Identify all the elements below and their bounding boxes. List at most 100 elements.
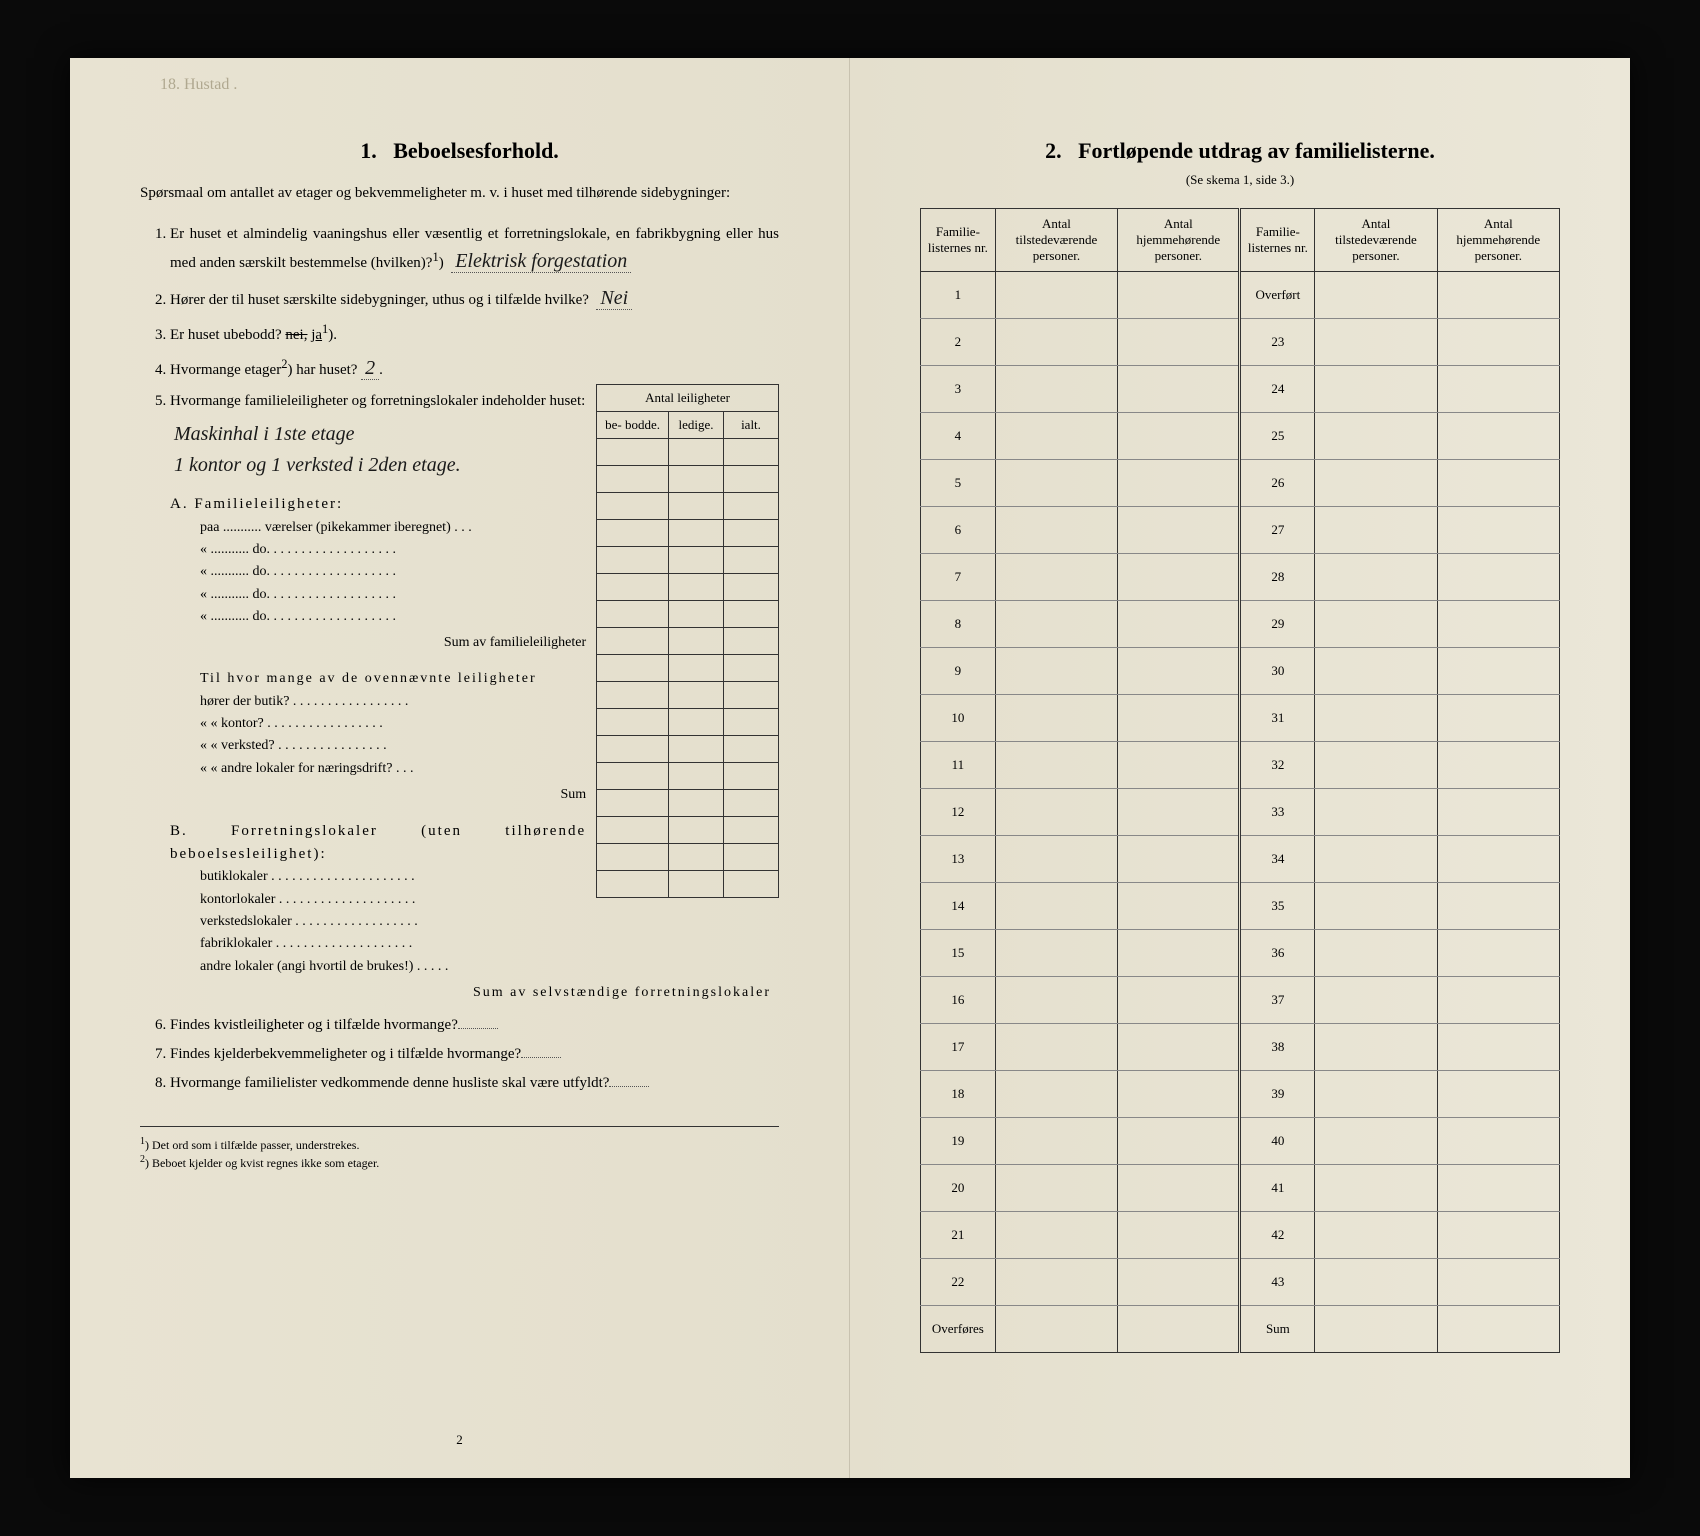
row-num-left: 19 — [921, 1118, 996, 1165]
row-present-right — [1315, 554, 1437, 601]
row-num-left: 16 — [921, 977, 996, 1024]
table-row: 2041 — [921, 1165, 1560, 1212]
q5-text: Hvormange familieleiligheter og forretni… — [170, 393, 585, 409]
row-num-right: 37 — [1240, 977, 1315, 1024]
row-present-right — [1315, 1212, 1437, 1259]
row-present-left — [995, 930, 1117, 977]
row-num-right: 27 — [1240, 507, 1315, 554]
table-row: 2142 — [921, 1212, 1560, 1259]
left-page-number: 2 — [70, 1432, 849, 1448]
table-row: 6 27 — [921, 507, 1560, 554]
row-present-left — [995, 789, 1117, 836]
q3-struck: nei, — [285, 327, 307, 343]
row-home-right — [1437, 1118, 1559, 1165]
row-num-left: 17 — [921, 1024, 996, 1071]
question-6: Findes kvistleiligheter og i tilfælde hv… — [170, 1014, 779, 1037]
row-present-right — [1315, 413, 1437, 460]
row-home-left — [1118, 1118, 1240, 1165]
section-heading: Beboelsesforhold. — [393, 138, 559, 163]
q8-field — [609, 1086, 649, 1087]
q3-underlined: ja — [311, 327, 322, 343]
row-present-right — [1315, 1071, 1437, 1118]
row-num-right: 23 — [1240, 319, 1315, 366]
table-row: 2243 — [921, 1259, 1560, 1306]
row-present-left — [995, 742, 1117, 789]
row-num-right: 33 — [1240, 789, 1315, 836]
row-home-left — [1118, 554, 1240, 601]
row-num-left: 5 — [921, 460, 996, 507]
row-num-left: 7 — [921, 554, 996, 601]
row-num-right: 26 — [1240, 460, 1315, 507]
row-home-left — [1118, 1165, 1240, 1212]
fh-5: Antal hjemmehørende personer. — [1437, 209, 1559, 272]
table-row: 1536 — [921, 930, 1560, 977]
row-present-right — [1315, 695, 1437, 742]
apt-col-1: ledige. — [669, 412, 724, 439]
row-home-left — [1118, 272, 1240, 319]
table-row: 1031 — [921, 695, 1560, 742]
row-num-left: 18 — [921, 1071, 996, 1118]
row-present-right — [1315, 319, 1437, 366]
row-home-right — [1437, 1212, 1559, 1259]
row-present-left — [995, 977, 1117, 1024]
row-present-right — [1315, 648, 1437, 695]
row-num-right: 42 — [1240, 1212, 1315, 1259]
table-row: 829 — [921, 601, 1560, 648]
row-num-right: Overført — [1240, 272, 1315, 319]
left-section-title: 1. Beboelsesforhold. — [140, 138, 779, 164]
row-num-left: 10 — [921, 695, 996, 742]
q2-answer: Nei — [596, 287, 632, 310]
row-present-left — [995, 1212, 1117, 1259]
row-present-left — [995, 413, 1117, 460]
row-home-right — [1437, 1165, 1559, 1212]
row-present-left — [995, 695, 1117, 742]
q1-sup: 1 — [432, 250, 438, 264]
fh-0: Familie- listernes nr. — [921, 209, 996, 272]
row-num-right: 41 — [1240, 1165, 1315, 1212]
table-row: 5 26 — [921, 460, 1560, 507]
question-5: Hvormange familieleiligheter og forretni… — [170, 390, 779, 1008]
row-home-left — [1118, 601, 1240, 648]
q6-text: Findes kvistleiligheter og i tilfælde hv… — [170, 1017, 458, 1033]
q8-text: Hvormange familielister vedkommende denn… — [170, 1075, 609, 1091]
row-home-left — [1118, 789, 1240, 836]
row-num-left: 20 — [921, 1165, 996, 1212]
question-8: Hvormange familielister vedkommende denn… — [170, 1072, 779, 1095]
question-4: Hvormange etager2) har huset? 2. — [170, 353, 779, 384]
row-num-right: 32 — [1240, 742, 1315, 789]
row-num-left: 13 — [921, 836, 996, 883]
q7-field — [521, 1057, 561, 1058]
row-present-right — [1315, 1306, 1437, 1353]
row-home-right — [1437, 742, 1559, 789]
apt-table-title: Antal leiligheter — [597, 385, 779, 412]
right-subtitle: (Se skema 1, side 3.) — [920, 172, 1560, 188]
fn2-num: 2 — [140, 1154, 145, 1165]
row-present-right — [1315, 507, 1437, 554]
row-num-left: 9 — [921, 648, 996, 695]
apt-col-0: be- bodde. — [597, 412, 669, 439]
row-present-left — [995, 836, 1117, 883]
row-num-left: Overføres — [921, 1306, 996, 1353]
pencil-annotation: 18. Hustad . — [160, 76, 237, 94]
row-home-left — [1118, 1024, 1240, 1071]
fn1-text: Det ord som i tilfælde passer, understre… — [152, 1138, 359, 1152]
table-row: 1839 — [921, 1071, 1560, 1118]
row-present-left — [995, 319, 1117, 366]
right-section-title: 2. Fortløpende utdrag av familielisterne… — [920, 138, 1560, 164]
sum-b: Sum av selvstændige forretningslokaler — [170, 982, 779, 1004]
row-present-left — [995, 272, 1117, 319]
row-present-left — [995, 1259, 1117, 1306]
footnote-1: 1) Det ord som i tilfælde passer, unders… — [140, 1135, 779, 1154]
row-home-left — [1118, 883, 1240, 930]
row-present-right — [1315, 789, 1437, 836]
row-home-left — [1118, 1212, 1240, 1259]
row-present-right — [1315, 366, 1437, 413]
row-num-left: 6 — [921, 507, 996, 554]
fh-3: Familie- listernes nr. — [1240, 209, 1315, 272]
row-num-left: 8 — [921, 601, 996, 648]
fn2-text: Beboet kjelder og kvist regnes ikke som … — [152, 1156, 379, 1170]
q3-prefix: Er huset ubebodd? — [170, 327, 282, 343]
table-row: 1738 — [921, 1024, 1560, 1071]
row-home-right — [1437, 1259, 1559, 1306]
table-row: 930 — [921, 648, 1560, 695]
